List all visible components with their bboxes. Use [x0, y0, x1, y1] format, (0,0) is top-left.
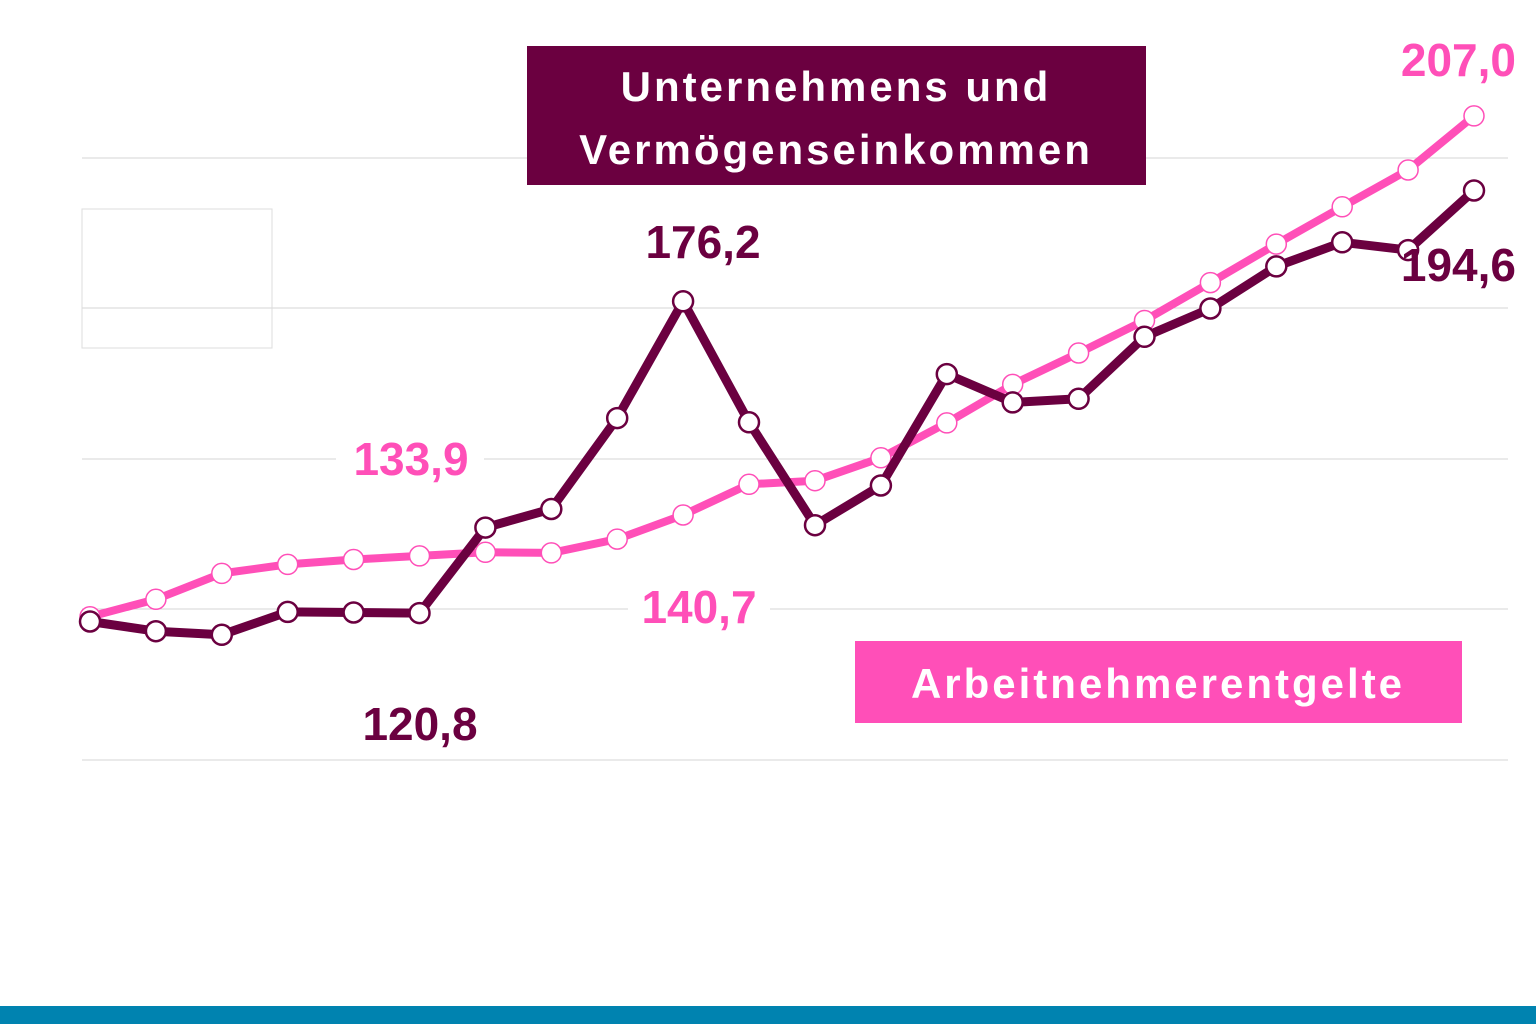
data-point-unternehmen [737, 411, 761, 434]
series-badge-unternehmen-background [527, 46, 1146, 185]
data-point-arbeitnehmer [474, 541, 497, 564]
series-badge-unternehmen-line1: Unternehmens und [621, 63, 1052, 110]
data-point-arbeitnehmer [1463, 105, 1485, 127]
data-point-unternehmen [1330, 231, 1354, 254]
series-badge-arbeitnehmer: Arbeitnehmerentgelte [855, 641, 1462, 723]
data-point-unternehmen [935, 362, 959, 386]
series-line-unternehmen [85, 186, 1479, 640]
label-backdrop [336, 430, 484, 488]
data-point-arbeitnehmer [1265, 233, 1288, 255]
label-backdrop [628, 578, 770, 636]
data-point-unternehmen [1265, 255, 1288, 278]
data-label-120-8: 120,8 [362, 698, 477, 750]
data-point-unternehmen [276, 600, 299, 624]
data-point-arbeitnehmer [606, 528, 628, 550]
data-point-unternehmen [342, 601, 365, 624]
series-badge-unternehmen: Unternehmens und Vermögenseinkommen [527, 46, 1146, 185]
data-point-unternehmen [540, 497, 563, 521]
data-point-arbeitnehmer [211, 562, 233, 585]
data-point-unternehmen [1067, 387, 1090, 411]
data-label-176-2: 176,2 [645, 216, 760, 268]
data-point-arbeitnehmer [276, 553, 299, 576]
data-point-unternehmen [210, 623, 234, 647]
data-label-133-9: 133,9 [353, 433, 468, 485]
data-point-arbeitnehmer [738, 473, 760, 496]
series-line-arbeitnehmer [86, 111, 1478, 621]
data-point-unternehmen [78, 610, 102, 633]
data-point-arbeitnehmer [870, 447, 892, 469]
data-point-unternehmen [144, 619, 168, 643]
series-badge-arbeitnehmer-background [855, 641, 1462, 723]
data-point-unternehmen [869, 474, 893, 497]
data-point-arbeitnehmer [936, 412, 958, 434]
series-badge-unternehmen-line2: Vermögenseinkommen [579, 126, 1093, 173]
data-point-unternehmen [474, 516, 497, 539]
data-point-unternehmen [803, 513, 827, 537]
data-point-unternehmen [1001, 391, 1024, 414]
data-point-unternehmen [1199, 297, 1222, 320]
data-point-unternehmen [1133, 325, 1156, 349]
data-point-unternehmen [1396, 238, 1420, 262]
series-badge-arbeitnehmer-label: Arbeitnehmerentgelte [911, 660, 1405, 707]
data-labels: 176,2 120,8 194,6 133,9 140,7 207,0 [336, 34, 1516, 750]
data-point-unternehmen [671, 290, 695, 313]
data-point-arbeitnehmer [1067, 342, 1090, 364]
data-point-arbeitnehmer [342, 548, 365, 571]
series-layer [78, 105, 1486, 647]
data-point-arbeitnehmer [145, 588, 167, 611]
data-label-140-7: 140,7 [641, 581, 756, 633]
data-point-unternehmen [408, 601, 431, 625]
data-point-arbeitnehmer [672, 504, 694, 526]
data-point-arbeitnehmer [1199, 271, 1222, 294]
data-label-194-6: 194,6 [1401, 239, 1516, 291]
series-arbeitnehmer [79, 105, 1485, 628]
data-label-207-0: 207,0 [1401, 34, 1516, 86]
data-point-arbeitnehmer [804, 469, 826, 492]
data-point-arbeitnehmer [1331, 196, 1353, 218]
data-point-arbeitnehmer [1397, 159, 1419, 181]
data-point-unternehmen [1462, 179, 1486, 202]
data-point-arbeitnehmer [540, 542, 563, 564]
bottom-accent-bar [0, 1006, 1536, 1024]
data-point-unternehmen [605, 406, 629, 430]
data-point-arbeitnehmer [408, 545, 431, 567]
empty-legend-frame [81, 208, 273, 349]
series-unternehmen [78, 179, 1486, 647]
